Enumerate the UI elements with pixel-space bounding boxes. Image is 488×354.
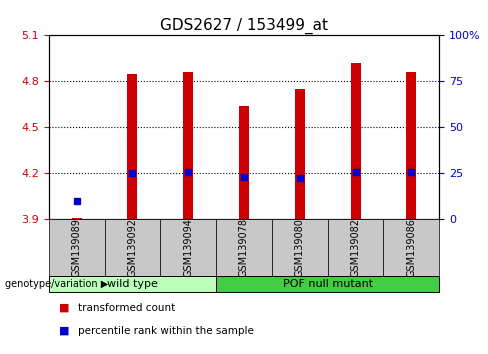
FancyBboxPatch shape	[384, 219, 439, 276]
FancyBboxPatch shape	[161, 219, 216, 276]
Text: POF null mutant: POF null mutant	[283, 279, 373, 289]
FancyBboxPatch shape	[49, 219, 104, 276]
Text: genotype/variation ▶: genotype/variation ▶	[5, 279, 108, 289]
Text: GSM139089: GSM139089	[72, 218, 81, 277]
Bar	[183, 72, 193, 219]
Bar	[350, 63, 361, 219]
FancyBboxPatch shape	[327, 219, 384, 276]
Text: GSM139086: GSM139086	[407, 218, 416, 277]
Bar	[295, 89, 305, 219]
FancyBboxPatch shape	[216, 219, 272, 276]
Bar	[127, 74, 138, 219]
Text: transformed count: transformed count	[78, 303, 175, 313]
Bar	[407, 72, 416, 219]
Title: GDS2627 / 153499_at: GDS2627 / 153499_at	[160, 18, 328, 34]
FancyBboxPatch shape	[272, 219, 327, 276]
Bar	[72, 218, 81, 219]
Text: GSM139092: GSM139092	[127, 218, 138, 277]
Bar	[239, 106, 249, 219]
Text: GSM139078: GSM139078	[239, 218, 249, 277]
Text: GSM139082: GSM139082	[350, 218, 361, 277]
Text: GSM139094: GSM139094	[183, 218, 193, 277]
FancyBboxPatch shape	[104, 219, 161, 276]
Text: wild type: wild type	[107, 279, 158, 289]
Text: ■: ■	[59, 326, 69, 336]
FancyBboxPatch shape	[49, 276, 216, 292]
FancyBboxPatch shape	[216, 276, 439, 292]
Text: ■: ■	[59, 303, 69, 313]
Text: percentile rank within the sample: percentile rank within the sample	[78, 326, 254, 336]
Text: GSM139080: GSM139080	[295, 218, 305, 277]
